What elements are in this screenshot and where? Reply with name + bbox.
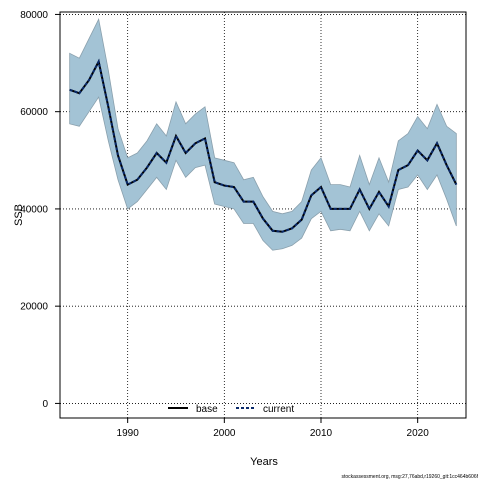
legend: base current [168,404,294,415]
series-lines [69,58,458,233]
plot-frame [59,11,467,419]
legend-current-label: current [263,404,294,415]
x-axis-title: Years [250,456,278,468]
x-tick-label: 2010 [310,428,333,439]
x-tick-label: 1990 [117,428,140,439]
y-tick-label: 20000 [20,302,48,313]
y-axis: 0 20000 40000 60000 80000 [20,10,60,410]
y-tick-label: 40000 [20,204,48,215]
y-axis-title: SSB [13,204,25,226]
y-tick-label: 80000 [20,10,48,21]
series-line-current [69,58,458,233]
confidence-band [69,18,457,251]
footer-credit: stockassessment.org, msg:27,76abd,r19260… [342,474,479,480]
x-tick-label: 2000 [213,428,236,439]
y-tick-label: 60000 [20,107,48,118]
x-tick-label: 2020 [407,428,430,439]
y-tick-label: 0 [42,399,48,410]
legend-base-label: base [196,404,218,415]
x-axis: 1990 2000 2010 2020 [117,418,430,439]
